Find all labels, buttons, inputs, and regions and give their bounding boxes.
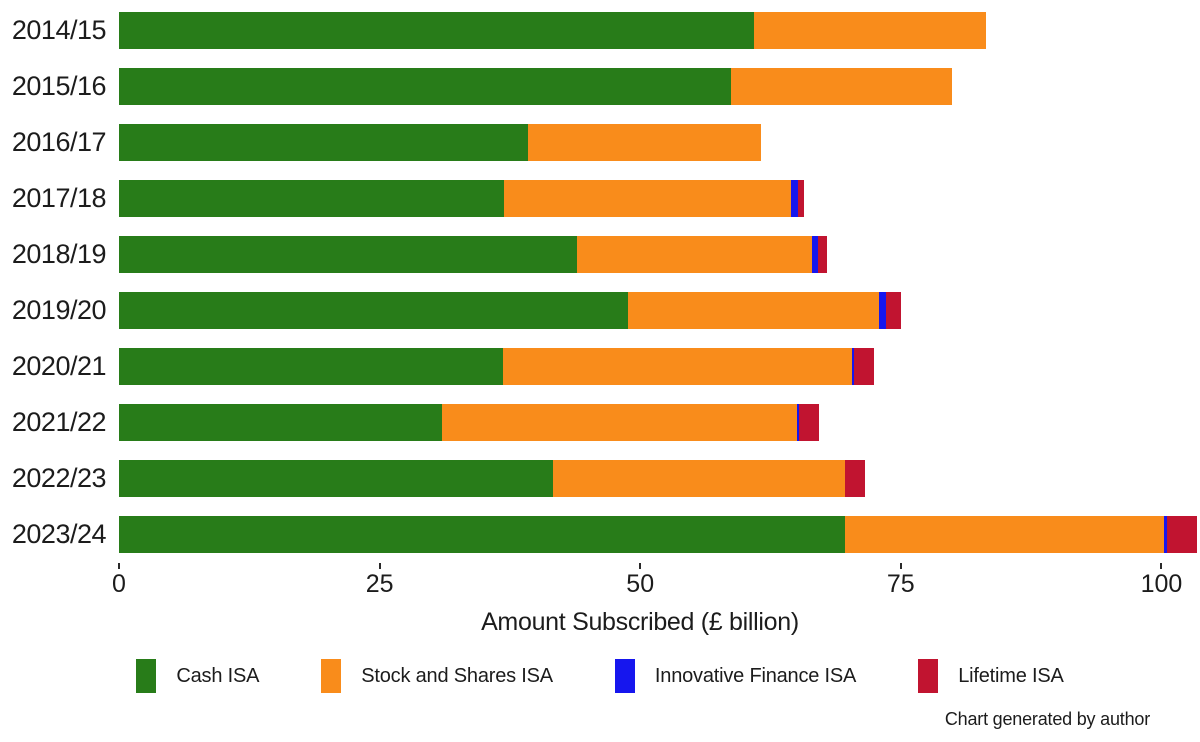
row-label: 2015/16	[11, 70, 107, 101]
bar-segment-lifetime-isa	[797, 179, 804, 217]
bar-segment-innovative-finance-isa	[812, 235, 819, 273]
x-axis-tick	[378, 563, 381, 569]
bar-segment-innovative-finance-isa	[851, 347, 854, 385]
bar-row: 2021/22	[0, 394, 1200, 450]
bar-segment-stock-and-shares-isa	[844, 515, 1164, 553]
bar-track	[119, 235, 1200, 273]
bar-segment-stock-and-shares-isa	[627, 291, 879, 329]
row-label: 2020/21	[11, 350, 107, 381]
bar-row: 2014/15	[0, 2, 1200, 58]
legend-item-cash-isa: Cash ISA	[136, 659, 259, 693]
x-axis-tick-label: 0	[112, 570, 126, 598]
bar-segment-lifetime-isa	[844, 459, 866, 497]
legend-swatch-innovative-finance-isa	[614, 659, 635, 693]
legend-item-innovative-finance-isa: Innovative Finance ISA	[614, 659, 857, 693]
x-axis-title: Amount Subscribed (£ billion)	[481, 608, 799, 636]
plot-area: 2014/15 2015/16 2016/17 2017/18 2018/19 2019/…	[0, 2, 1200, 562]
bar-track	[119, 347, 1200, 385]
bar-segment-stock-and-shares-isa	[442, 403, 797, 441]
row-label: 2016/17	[11, 126, 107, 157]
bar-row: 2015/16	[0, 58, 1200, 114]
legend-item-lifetime-isa: Lifetime ISA	[918, 659, 1064, 693]
bar-segment-cash-isa	[119, 67, 731, 105]
row-label: 2014/15	[11, 14, 107, 45]
x-axis-title-row: Amount Subscribed (£ billion)	[119, 608, 1161, 637]
bar-segment-cash-isa	[119, 291, 628, 329]
bar-row: 2017/18	[0, 170, 1200, 226]
row-label: 2021/22	[11, 406, 107, 437]
x-axis-tick-label: 25	[365, 570, 394, 598]
bar-segment-stock-and-shares-isa	[753, 11, 987, 49]
legend-swatch-stock-and-shares-isa	[321, 659, 342, 693]
bar-segment-cash-isa	[119, 11, 754, 49]
bar-row: 2020/21	[0, 338, 1200, 394]
bar-track	[119, 459, 1200, 497]
bar-track	[119, 11, 1200, 49]
row-label: 2017/18	[11, 182, 107, 213]
bar-row: 2023/24	[0, 506, 1200, 562]
bar-segment-innovative-finance-isa	[796, 403, 799, 441]
row-label: 2022/23	[11, 462, 107, 493]
legend-label: Innovative Finance ISA	[654, 664, 857, 687]
x-axis: 0 25 50 75 100	[112, 562, 1200, 604]
bar-segment-lifetime-isa	[1166, 515, 1197, 553]
legend-swatch-lifetime-isa	[918, 659, 939, 693]
bar-segment-lifetime-isa	[886, 291, 901, 329]
bar-segment-stock-and-shares-isa	[502, 347, 852, 385]
x-axis-tick	[899, 563, 902, 569]
bar-segment-stock-and-shares-isa	[552, 459, 845, 497]
legend-swatch-cash-isa	[136, 659, 157, 693]
bar-segment-cash-isa	[119, 123, 528, 161]
row-label: 2018/19	[11, 238, 107, 269]
bar-track	[119, 179, 1200, 217]
bar-segment-innovative-finance-isa	[791, 179, 798, 217]
bar-track	[119, 123, 1200, 161]
bar-track	[119, 67, 1200, 105]
x-axis-tick-label: 100	[1140, 570, 1183, 598]
bar-segment-lifetime-isa	[798, 403, 820, 441]
bar-segment-stock-and-shares-isa	[503, 179, 792, 217]
bar-track	[119, 291, 1200, 329]
legend-label: Stock and Shares ISA	[361, 664, 553, 687]
bar-row: 2018/19	[0, 226, 1200, 282]
bar-segment-innovative-finance-isa	[878, 291, 887, 329]
bar-segment-cash-isa	[119, 403, 443, 441]
bar-segment-cash-isa	[119, 235, 577, 273]
x-axis-tick	[639, 563, 642, 569]
row-label: 2023/24	[11, 518, 107, 549]
legend-item-stock-and-shares-isa: Stock and Shares ISA	[321, 659, 553, 693]
bar-segment-stock-and-shares-isa	[576, 235, 813, 273]
x-axis-tick-label: 75	[886, 570, 915, 598]
bar-segment-cash-isa	[119, 347, 503, 385]
bar-row: 2022/23	[0, 450, 1200, 506]
legend-label: Cash ISA	[176, 664, 260, 687]
author-note: Chart generated by author	[944, 709, 1150, 729]
legend: Cash ISA Stock and Shares ISA Innovative F…	[0, 659, 1200, 693]
bar-track	[119, 515, 1200, 553]
bar-segment-cash-isa	[119, 179, 504, 217]
x-axis-tick-label: 50	[626, 570, 655, 598]
bar-segment-cash-isa	[119, 515, 845, 553]
x-axis-tick	[1160, 563, 1163, 569]
bar-row: 2019/20	[0, 282, 1200, 338]
bar-segment-stock-and-shares-isa	[730, 67, 952, 105]
bar-track	[119, 403, 1200, 441]
bar-segment-lifetime-isa	[853, 347, 874, 385]
row-label: 2019/20	[11, 294, 107, 325]
bar-segment-cash-isa	[119, 459, 553, 497]
legend-label: Lifetime ISA	[958, 664, 1064, 687]
bar-segment-stock-and-shares-isa	[527, 123, 762, 161]
x-axis-tick	[118, 563, 120, 569]
bar-segment-lifetime-isa	[818, 235, 827, 273]
bar-row: 2016/17	[0, 114, 1200, 170]
bar-segment-innovative-finance-isa	[1163, 515, 1167, 553]
